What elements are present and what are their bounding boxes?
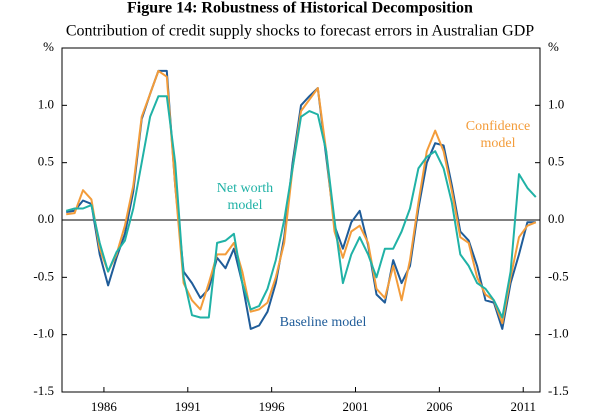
y2-tick-label: % bbox=[548, 39, 559, 54]
y2-tick-label: 0.5 bbox=[548, 154, 564, 169]
x-tick-label: 2006 bbox=[426, 399, 453, 414]
y2-tick-label: 0.0 bbox=[548, 211, 564, 226]
series-line bbox=[66, 69, 537, 325]
series-label: Baseline model bbox=[279, 315, 367, 330]
y2-tick-label: -1.5 bbox=[548, 383, 569, 398]
x-tick-label: 1991 bbox=[175, 399, 201, 414]
series-label: Confidence model bbox=[465, 119, 531, 151]
y-tick-label: 0.5 bbox=[38, 154, 54, 169]
x-tick-label: 2001 bbox=[343, 399, 369, 414]
chart-subtitle: Contribution of credit supply shocks to … bbox=[66, 23, 534, 40]
y-tick-label: 0.0 bbox=[38, 211, 54, 226]
y2-tick-label: 1.0 bbox=[548, 96, 564, 111]
y-tick-label: -1.0 bbox=[33, 326, 54, 341]
x-tick-label: 2011 bbox=[510, 399, 536, 414]
x-tick-label: 1996 bbox=[259, 399, 286, 414]
y-tick-label: 1.0 bbox=[38, 96, 54, 111]
y-tick-label: % bbox=[43, 39, 54, 54]
y2-tick-label: -0.5 bbox=[548, 268, 569, 283]
y-tick-label: -1.5 bbox=[33, 383, 54, 398]
chart-title: Figure 14: Robustness of Historical Deco… bbox=[127, 0, 473, 17]
y2-tick-label: -1.0 bbox=[548, 326, 569, 341]
series-line bbox=[65, 95, 537, 319]
x-tick-label: 1986 bbox=[91, 399, 118, 414]
y-tick-label: -0.5 bbox=[33, 268, 54, 283]
series-label: Net worth model bbox=[216, 181, 274, 213]
